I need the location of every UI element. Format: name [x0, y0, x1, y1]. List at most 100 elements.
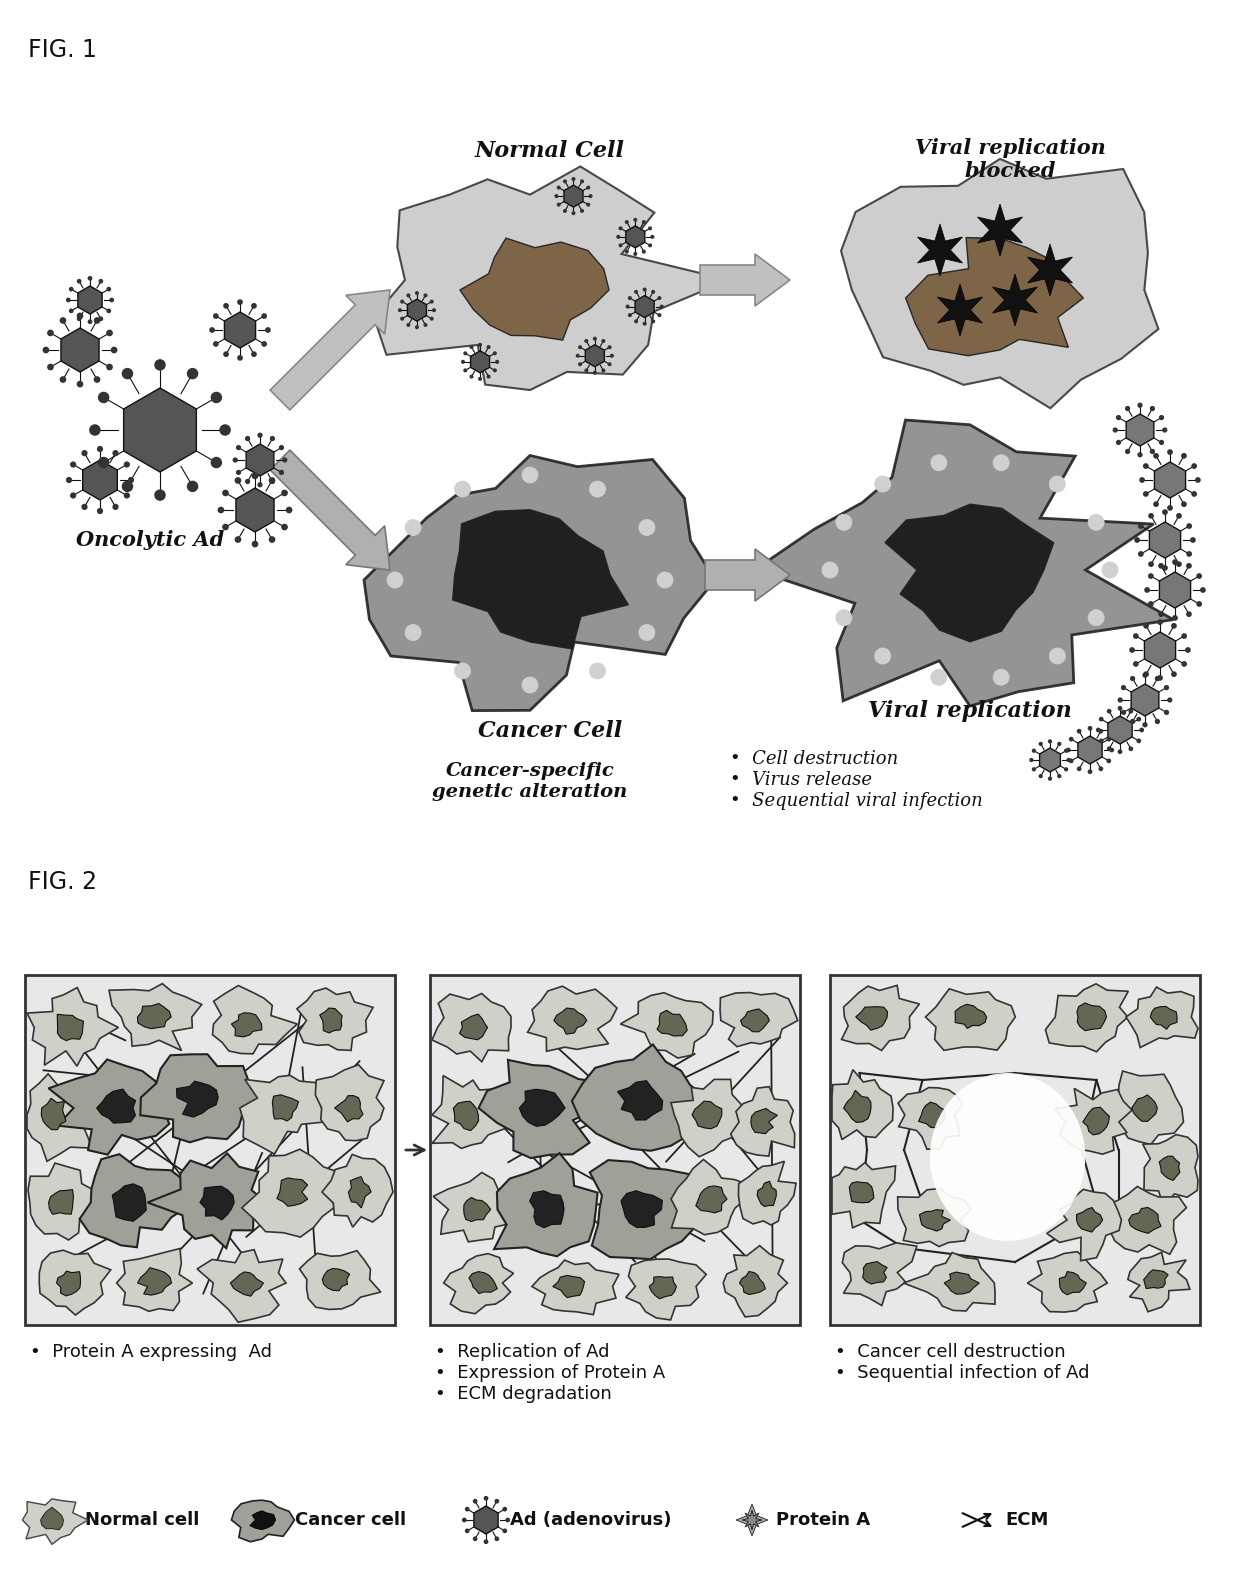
Polygon shape [754, 420, 1173, 706]
Polygon shape [832, 1070, 893, 1140]
Polygon shape [898, 1189, 971, 1247]
Circle shape [522, 467, 538, 483]
Circle shape [99, 458, 109, 467]
Circle shape [642, 221, 645, 224]
Circle shape [1089, 770, 1091, 773]
Circle shape [931, 455, 947, 471]
Circle shape [503, 1507, 506, 1510]
Polygon shape [117, 1248, 192, 1312]
Circle shape [1118, 706, 1122, 711]
Polygon shape [751, 1108, 777, 1134]
Circle shape [1159, 564, 1163, 568]
Polygon shape [48, 1189, 73, 1215]
Circle shape [224, 351, 228, 356]
Polygon shape [635, 296, 655, 318]
Polygon shape [842, 986, 919, 1051]
Circle shape [580, 180, 583, 183]
Circle shape [1130, 647, 1135, 652]
Circle shape [485, 1541, 487, 1544]
Polygon shape [40, 1250, 110, 1315]
Circle shape [398, 308, 402, 312]
Polygon shape [27, 987, 119, 1067]
Polygon shape [140, 1054, 268, 1142]
Circle shape [495, 1499, 498, 1503]
Circle shape [211, 458, 222, 467]
Circle shape [1148, 574, 1153, 579]
Circle shape [587, 186, 589, 189]
Polygon shape [296, 987, 373, 1051]
Polygon shape [176, 1081, 218, 1118]
Circle shape [931, 669, 947, 685]
Text: Normal cell: Normal cell [86, 1510, 200, 1530]
Circle shape [1154, 453, 1158, 458]
Polygon shape [1151, 1006, 1177, 1029]
Polygon shape [432, 1075, 505, 1148]
Circle shape [1065, 768, 1068, 771]
Polygon shape [1039, 747, 1060, 773]
Circle shape [99, 316, 103, 321]
Polygon shape [905, 237, 1084, 356]
Circle shape [1187, 612, 1192, 617]
Polygon shape [1154, 463, 1185, 498]
Circle shape [1133, 634, 1138, 638]
Circle shape [1049, 649, 1065, 665]
Circle shape [82, 450, 87, 456]
Circle shape [487, 375, 490, 378]
Polygon shape [919, 1102, 945, 1127]
Circle shape [1110, 749, 1114, 752]
Text: ECM: ECM [1004, 1510, 1048, 1530]
Polygon shape [78, 286, 102, 313]
Circle shape [1137, 717, 1141, 720]
Circle shape [61, 318, 66, 323]
Circle shape [603, 340, 605, 342]
Circle shape [211, 393, 222, 402]
Circle shape [405, 625, 422, 641]
Polygon shape [79, 1154, 193, 1247]
Circle shape [479, 343, 481, 347]
Circle shape [123, 482, 133, 491]
Circle shape [580, 210, 583, 211]
FancyBboxPatch shape [25, 975, 396, 1324]
Polygon shape [737, 1504, 768, 1536]
Circle shape [1182, 661, 1187, 666]
Circle shape [594, 372, 596, 374]
Circle shape [187, 482, 197, 491]
Circle shape [286, 507, 291, 512]
Polygon shape [944, 1272, 980, 1294]
Polygon shape [621, 1191, 662, 1227]
Circle shape [279, 445, 284, 450]
Polygon shape [1126, 987, 1198, 1048]
Circle shape [1135, 537, 1140, 542]
Circle shape [1192, 491, 1197, 496]
FancyArrow shape [701, 254, 790, 305]
Circle shape [651, 235, 653, 238]
Circle shape [556, 196, 558, 197]
Polygon shape [474, 1506, 498, 1534]
Circle shape [1143, 491, 1148, 496]
Circle shape [43, 347, 48, 353]
Circle shape [474, 1538, 477, 1541]
Circle shape [94, 318, 99, 323]
Circle shape [1131, 720, 1135, 723]
Circle shape [1070, 738, 1073, 741]
Circle shape [1107, 709, 1111, 712]
Circle shape [98, 509, 103, 514]
Text: Ad (adenovirus): Ad (adenovirus) [510, 1510, 672, 1530]
Polygon shape [849, 1181, 874, 1202]
Circle shape [387, 572, 403, 588]
Polygon shape [41, 1507, 63, 1530]
Circle shape [455, 482, 470, 498]
Circle shape [639, 520, 655, 536]
Polygon shape [1143, 1135, 1198, 1207]
Polygon shape [553, 1275, 584, 1297]
Polygon shape [212, 986, 298, 1054]
Circle shape [1122, 685, 1126, 690]
Circle shape [522, 677, 538, 693]
Polygon shape [470, 351, 490, 372]
Polygon shape [197, 1250, 286, 1323]
Circle shape [401, 301, 403, 304]
Circle shape [589, 663, 605, 679]
Text: Viral replication: Viral replication [868, 700, 1071, 722]
Circle shape [107, 288, 110, 291]
Polygon shape [723, 1245, 787, 1317]
